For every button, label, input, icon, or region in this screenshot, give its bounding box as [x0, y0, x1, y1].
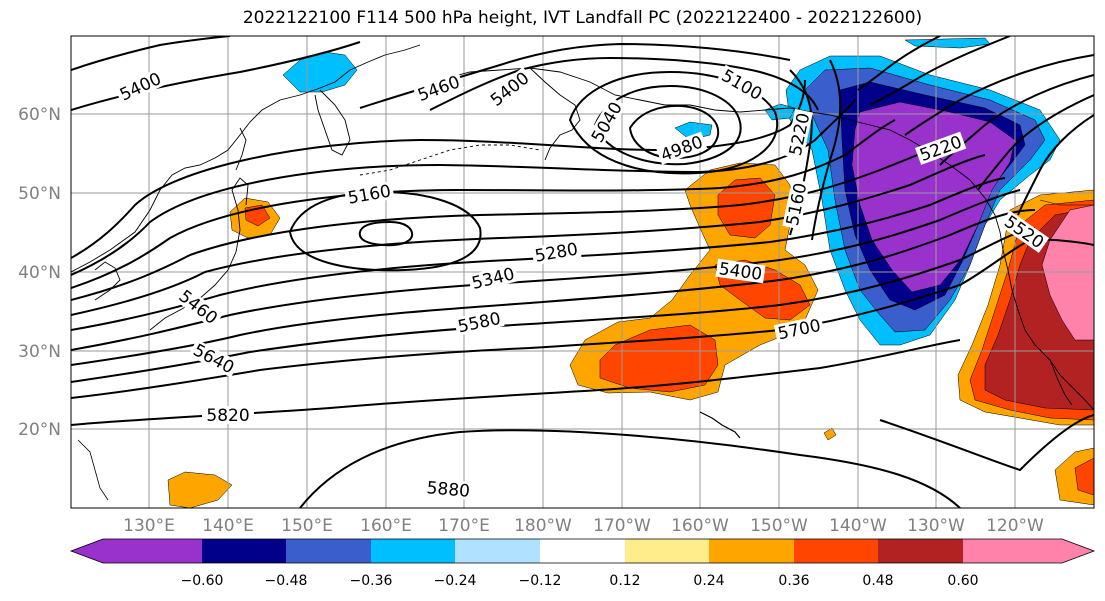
kamchatka: [314, 89, 351, 156]
asia-coast: [71, 44, 421, 273]
hawaii: [699, 411, 741, 439]
contour-5280: [71, 99, 856, 276]
negative-ivt-cyan-2: [282, 51, 358, 93]
contour-label: 5580: [456, 309, 502, 338]
colorbar-tick-label: 0.12: [609, 573, 640, 589]
contour-label: 5880: [426, 478, 471, 502]
map-title: 2022122100 F114 500 hPa height, IVT Land…: [242, 8, 923, 28]
na-border: [1039, 199, 1094, 206]
colorbar-tick-label: 0.60: [947, 573, 978, 589]
lat-label: 30°N: [18, 342, 61, 362]
contour-5160-small: [358, 220, 414, 247]
lon-label: 170°W: [593, 516, 651, 536]
lat-axis: 60°N 50°N 40°N 30°N 20°N: [18, 105, 61, 440]
aleutians: [359, 144, 541, 176]
lat-label: 60°N: [18, 105, 61, 125]
contour-5640: [71, 209, 1036, 366]
positive-ivt-tiny: [823, 427, 837, 441]
map-frame: [70, 35, 1095, 509]
lon-label: 150°E: [281, 516, 333, 536]
contour-5460-top: [71, 41, 361, 111]
map-panel: 5400 5460 5400 5040 4980 5100 5220 5160 …: [71, 36, 1094, 508]
contour-5160-closed: [288, 190, 482, 272]
colorbar-ticklabels: −0.60 −0.48 −0.36 −0.24 −0.12 0.12 0.24 …: [181, 573, 979, 589]
lon-label: 130°W: [907, 516, 965, 536]
colorbar-cell: [540, 539, 625, 563]
contour-5460: [71, 154, 986, 316]
colorbar-tick-label: 0.48: [862, 573, 893, 589]
lon-label: 140°E: [202, 516, 254, 536]
positive-ivt-se-red: [1074, 457, 1094, 496]
lon-label: 130°E: [123, 516, 175, 536]
colorbar-cell: [625, 539, 709, 563]
positive-ivt-sw: [167, 471, 233, 508]
colorbar-tick-label: 0.36: [778, 573, 809, 589]
baja: [1049, 359, 1073, 406]
contour-5700: [71, 227, 1036, 383]
colorbar-tick-label: −0.36: [350, 573, 393, 589]
contour-label: 5340: [470, 264, 517, 294]
colorbar-cell: [371, 539, 455, 563]
colorbar-tick-label: −0.48: [265, 573, 308, 589]
colorbar-tick-label: −0.12: [519, 573, 562, 589]
colorbar-cell: [709, 539, 794, 563]
lon-axis: 130°E 140°E 150°E 160°E 170°E 180°W 170°…: [123, 516, 1044, 536]
contour-na-2: [977, 94, 1094, 191]
contour-label: 5640: [190, 340, 238, 378]
contour-label: 5460: [415, 72, 462, 106]
contour-label: 5280: [533, 239, 579, 266]
contour-label: 5040: [588, 99, 627, 146]
contour-5040-ring: [593, 84, 742, 166]
contour-5220-b: [811, 59, 842, 241]
colorbar-cell: [202, 539, 286, 563]
colorbar-cells: [69, 538, 1096, 564]
colorbar-cell: [794, 539, 878, 563]
height-contours: [71, 36, 1094, 508]
contour-5220: [71, 79, 806, 259]
contour-na-6: [857, 36, 941, 91]
contour-na-4: [904, 54, 1094, 136]
philippines: [77, 439, 109, 501]
contour-5580: [71, 189, 1021, 351]
sakhalin: [235, 127, 247, 171]
lon-label: 140°W: [829, 516, 887, 536]
colorbar: −0.60 −0.48 −0.36 −0.24 −0.12 0.12 0.24 …: [69, 538, 1096, 589]
colorbar-cell: [71, 539, 202, 563]
colorbar-tick-label: 0.24: [693, 573, 724, 589]
japan: [149, 177, 249, 331]
lat-label: 20°N: [18, 420, 61, 440]
contour-5880-b: [879, 414, 1094, 472]
colorbar-outline: [69, 538, 1096, 564]
lat-label: 40°N: [18, 263, 61, 283]
lon-label: 160°W: [671, 516, 729, 536]
contour-5400-top-b: [429, 56, 819, 111]
contour-5400-top: [71, 36, 231, 71]
contour-na-1: [1017, 114, 1094, 216]
contour-5880: [299, 429, 961, 508]
lon-label: 170°E: [438, 516, 490, 536]
colorbar-cell: [286, 539, 371, 563]
colorbar-cell: [963, 539, 1094, 563]
alaska-west: [529, 67, 581, 161]
colorbar-cell: [878, 539, 963, 563]
contour-5100-ring: [568, 70, 779, 175]
lon-label: 120°W: [986, 516, 1044, 536]
contour-5760: [71, 238, 1094, 399]
colorbar-cell: [455, 539, 540, 563]
negative-ivt-cyan-3: [904, 37, 991, 49]
contour-5400: [71, 139, 956, 301]
contour-label: 5400: [117, 69, 165, 105]
colorbar-tick-label: −0.24: [434, 573, 477, 589]
contour-na-5: [869, 36, 1011, 106]
contour-5340: [71, 119, 896, 289]
lon-label: 160°E: [360, 516, 412, 536]
korea: [94, 261, 121, 301]
lon-label: 180°W: [514, 516, 572, 536]
contour-4980-ring: [628, 104, 720, 160]
contour-label: 5820: [206, 406, 249, 426]
lon-label: 150°W: [750, 516, 808, 536]
colorbar-tick-label: −0.60: [181, 573, 224, 589]
lat-label: 50°N: [18, 184, 61, 204]
